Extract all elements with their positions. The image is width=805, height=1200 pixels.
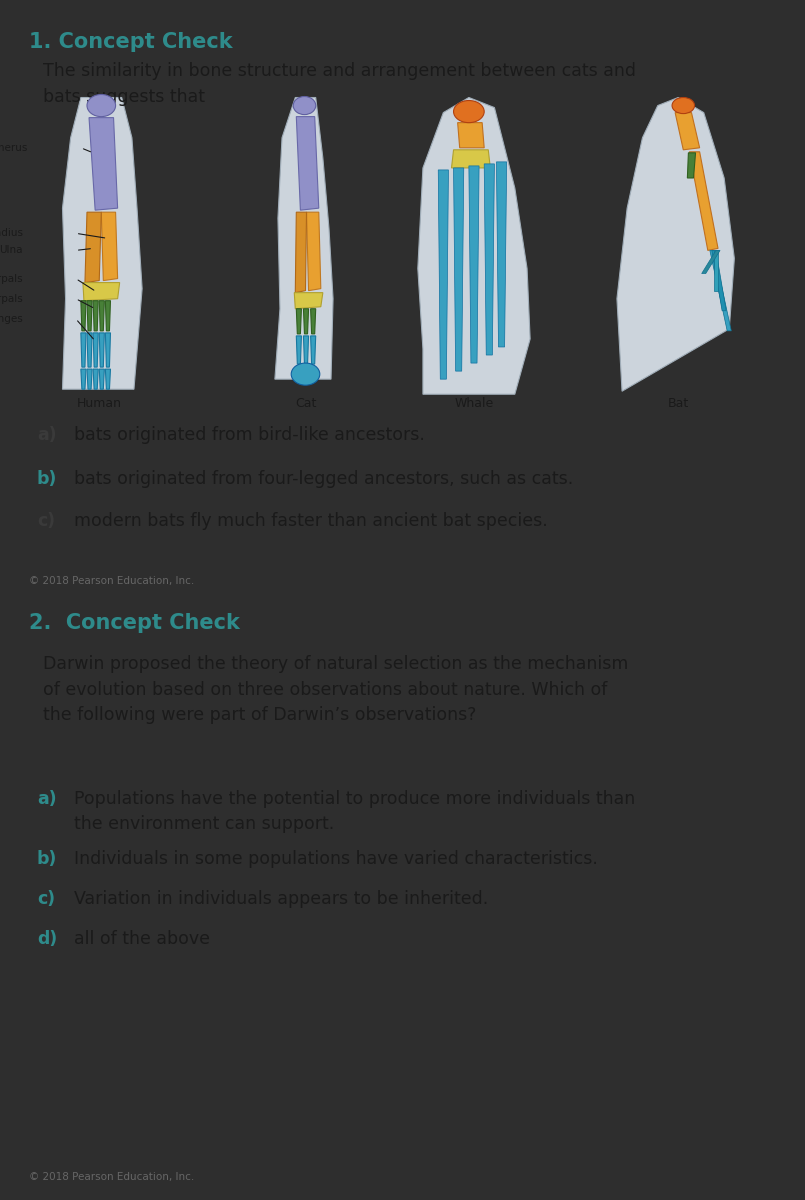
Text: Cat: Cat (295, 397, 316, 410)
Text: Radius: Radius (0, 228, 23, 239)
Polygon shape (296, 116, 319, 210)
Polygon shape (497, 162, 506, 347)
Text: b): b) (37, 851, 57, 869)
Polygon shape (303, 336, 308, 364)
Ellipse shape (293, 96, 316, 115)
Ellipse shape (291, 364, 320, 385)
Polygon shape (80, 332, 86, 367)
Polygon shape (99, 370, 105, 389)
Polygon shape (93, 301, 98, 331)
Polygon shape (101, 212, 118, 281)
Text: c): c) (37, 890, 55, 908)
Polygon shape (307, 212, 321, 290)
Polygon shape (710, 251, 731, 331)
Polygon shape (712, 251, 726, 311)
Polygon shape (105, 332, 110, 367)
Polygon shape (438, 170, 448, 379)
Polygon shape (99, 301, 105, 331)
Text: Whale: Whale (454, 397, 493, 410)
Ellipse shape (453, 101, 484, 122)
Polygon shape (80, 301, 86, 331)
Text: Bat: Bat (667, 397, 689, 410)
Polygon shape (702, 251, 720, 274)
Polygon shape (675, 113, 700, 150)
Polygon shape (296, 308, 301, 334)
Polygon shape (469, 166, 479, 364)
Text: bats originated from four-legged ancestors, such as cats.: bats originated from four-legged ancesto… (74, 469, 573, 487)
Text: Human: Human (76, 397, 122, 410)
Polygon shape (85, 212, 101, 282)
Text: modern bats fly much faster than ancient bat species.: modern bats fly much faster than ancient… (74, 512, 547, 530)
Text: a): a) (37, 790, 56, 808)
Polygon shape (714, 251, 718, 290)
Polygon shape (105, 370, 110, 389)
Polygon shape (295, 293, 323, 308)
Polygon shape (80, 370, 86, 389)
Ellipse shape (87, 95, 116, 116)
Polygon shape (93, 370, 98, 389)
Polygon shape (311, 336, 316, 364)
Text: © 2018 Pearson Education, Inc.: © 2018 Pearson Education, Inc. (29, 1171, 194, 1182)
Polygon shape (63, 97, 142, 389)
Polygon shape (311, 308, 316, 334)
Text: The similarity in bone structure and arrangement between cats and
bats suggests : The similarity in bone structure and arr… (43, 62, 636, 106)
Polygon shape (89, 118, 118, 210)
Polygon shape (296, 336, 301, 364)
Polygon shape (452, 150, 490, 168)
Text: 2.  Concept Check: 2. Concept Check (29, 613, 240, 634)
Text: Variation in individuals appears to be inherited.: Variation in individuals appears to be i… (74, 890, 488, 908)
Polygon shape (617, 97, 734, 391)
Text: Carpals: Carpals (0, 274, 23, 283)
Polygon shape (83, 282, 120, 301)
Polygon shape (87, 370, 92, 389)
Text: Phalanges: Phalanges (0, 314, 23, 324)
Text: Populations have the potential to produce more individuals than
the environment : Populations have the potential to produc… (74, 790, 635, 833)
Text: © 2018 Pearson Education, Inc.: © 2018 Pearson Education, Inc. (29, 576, 194, 587)
Polygon shape (453, 168, 464, 371)
Polygon shape (105, 301, 110, 331)
Polygon shape (303, 308, 308, 334)
Text: d): d) (37, 930, 57, 948)
Text: a): a) (37, 426, 56, 444)
Text: Darwin proposed the theory of natural selection as the mechanism
of evolution ba: Darwin proposed the theory of natural se… (43, 655, 629, 725)
Polygon shape (93, 332, 98, 367)
Ellipse shape (672, 97, 695, 114)
Text: all of the above: all of the above (74, 930, 210, 948)
Polygon shape (275, 97, 333, 379)
Polygon shape (295, 212, 307, 293)
Polygon shape (687, 152, 696, 178)
Polygon shape (418, 97, 530, 395)
Text: b): b) (37, 469, 57, 487)
Text: Humerus: Humerus (0, 143, 27, 152)
Text: 1. Concept Check: 1. Concept Check (29, 32, 233, 52)
Polygon shape (484, 164, 494, 355)
Text: Metacarpals: Metacarpals (0, 294, 23, 304)
Text: c): c) (37, 512, 55, 530)
Polygon shape (99, 332, 105, 367)
Polygon shape (87, 332, 92, 367)
Polygon shape (87, 301, 92, 331)
Text: bats originated from bird-like ancestors.: bats originated from bird-like ancestors… (74, 426, 424, 444)
Text: Ulna: Ulna (0, 246, 23, 256)
Text: Individuals in some populations have varied characteristics.: Individuals in some populations have var… (74, 851, 597, 869)
Polygon shape (457, 122, 484, 148)
Polygon shape (689, 152, 718, 251)
